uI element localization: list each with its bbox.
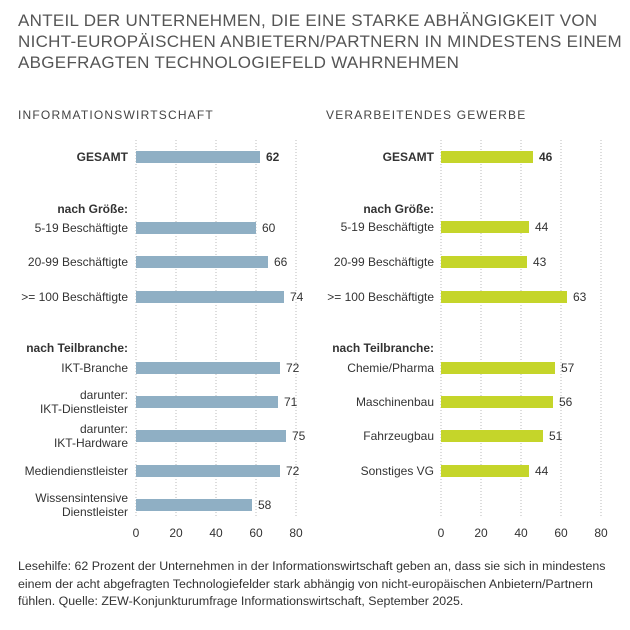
category-label: Maschinenbau — [356, 395, 434, 409]
value-label: 46 — [539, 150, 553, 164]
bar — [441, 362, 555, 374]
group-heading: nach Größe: — [57, 202, 128, 216]
category-label: darunter: IKT-Hardware — [54, 422, 128, 450]
value-label: 43 — [533, 255, 547, 269]
value-label: 66 — [274, 255, 288, 269]
value-label: 74 — [290, 290, 304, 304]
category-label-line: darunter: — [80, 388, 128, 402]
value-label: 72 — [286, 361, 300, 375]
category-label: 5-19 Beschäftigte — [35, 221, 129, 235]
category-label-line: IKT-Hardware — [54, 436, 128, 450]
category-label: Fahrzeugbau — [363, 429, 434, 443]
x-tick-label: 0 — [438, 526, 445, 540]
category-label-line: nach Größe: — [363, 202, 434, 216]
bar — [136, 256, 268, 268]
group-heading: nach Teilbranche: — [332, 341, 434, 355]
category-label-line: 20-99 Beschäftigte — [334, 255, 434, 269]
bar — [441, 396, 553, 408]
category-label: darunter: IKT-Dienstleister — [40, 388, 128, 416]
bar — [136, 430, 286, 442]
bar — [136, 151, 260, 163]
panel-title-informationswirtschaft: INFORMATIONSWIRTSCHAFT — [18, 108, 214, 122]
x-tick-label: 20 — [169, 526, 183, 540]
category-label: 20-99 Beschäftigte — [334, 255, 434, 269]
category-label-line: GESAMT — [77, 150, 129, 164]
bar — [441, 430, 543, 442]
panel-title-verarbeitendes-gewerbe: VERARBEITENDES GEWERBE — [326, 108, 527, 122]
category-label-line: nach Größe: — [57, 202, 128, 216]
category-label-line: Maschinenbau — [356, 395, 434, 409]
value-label: 60 — [262, 221, 276, 235]
bar — [136, 465, 280, 477]
category-label-line: 5-19 Beschäftigte — [35, 221, 129, 235]
category-label-line: GESAMT — [383, 150, 435, 164]
category-label-line: 20-99 Beschäftigte — [28, 255, 128, 269]
category-label-line: darunter: — [80, 422, 128, 436]
category-label-line: IKT-Dienstleister — [40, 402, 128, 416]
category-label: Sonstiges VG — [361, 464, 434, 478]
value-label: 58 — [258, 498, 272, 512]
category-label: >= 100 Beschäftigte — [327, 290, 434, 304]
category-label: IKT-Branche — [61, 361, 128, 375]
bar — [136, 396, 278, 408]
category-label-line: 5-19 Beschäftigte — [341, 220, 435, 234]
x-tick-label: 60 — [249, 526, 263, 540]
category-label: Wissensintensive Dienstleister — [35, 491, 128, 519]
x-tick-label: 0 — [133, 526, 140, 540]
bar — [136, 291, 284, 303]
x-tick-label: 40 — [209, 526, 223, 540]
panel-0: 0 20 40 60 80 GESAMT 62 nach Größe: 5-19 Beschäf… — [21, 140, 306, 540]
chart-title: ANTEIL DER UNTERNEHMEN, DIE EINE STARKE … — [18, 11, 622, 72]
category-label-line: >= 100 Beschäftigte — [21, 290, 128, 304]
value-label: 51 — [549, 429, 563, 443]
group-heading: nach Teilbranche: — [26, 341, 128, 355]
x-tick-label: 80 — [289, 526, 303, 540]
category-label: GESAMT — [77, 150, 129, 164]
x-tick-label: 60 — [554, 526, 568, 540]
value-label: 44 — [535, 220, 549, 234]
value-label: 75 — [292, 429, 306, 443]
value-label: 62 — [266, 150, 280, 164]
x-tick-label: 40 — [514, 526, 528, 540]
bar — [441, 465, 529, 477]
panel-1: 0 20 40 60 80 GESAMT 46 nach Größe: 5-19 Beschäf… — [327, 140, 608, 540]
category-label: >= 100 Beschäftigte — [21, 290, 128, 304]
bar — [136, 222, 256, 234]
category-label: GESAMT — [383, 150, 435, 164]
value-label: 57 — [561, 361, 575, 375]
bar — [136, 362, 280, 374]
x-tick-label: 20 — [474, 526, 488, 540]
bar — [441, 256, 527, 268]
group-heading: nach Größe: — [363, 202, 434, 216]
value-label: 56 — [559, 395, 573, 409]
bar — [441, 221, 529, 233]
category-label-line: Sonstiges VG — [361, 464, 434, 478]
category-label: 20-99 Beschäftigte — [28, 255, 128, 269]
category-label: Mediendienstleister — [25, 464, 128, 478]
value-label: 71 — [284, 395, 298, 409]
bar — [136, 499, 252, 511]
value-label: 63 — [573, 290, 587, 304]
bar — [441, 151, 533, 163]
category-label-line: nach Teilbranche: — [26, 341, 128, 355]
category-label-line: Chemie/Pharma — [347, 361, 434, 375]
x-tick-label: 80 — [594, 526, 608, 540]
category-label-line: Mediendienstleister — [25, 464, 128, 478]
category-label-line: IKT-Branche — [61, 361, 128, 375]
footnote: Lesehilfe: 62 Prozent der Unternehmen in… — [18, 559, 606, 608]
category-label-line: Dienstleister — [62, 505, 128, 519]
category-label: Chemie/Pharma — [347, 361, 434, 375]
category-label-line: Wissensintensive — [35, 491, 128, 505]
value-label: 44 — [535, 464, 549, 478]
category-label-line: >= 100 Beschäftigte — [327, 290, 434, 304]
value-label: 72 — [286, 464, 300, 478]
category-label: 5-19 Beschäftigte — [341, 220, 435, 234]
bar — [441, 291, 567, 303]
category-label-line: Fahrzeugbau — [363, 429, 434, 443]
category-label-line: nach Teilbranche: — [332, 341, 434, 355]
